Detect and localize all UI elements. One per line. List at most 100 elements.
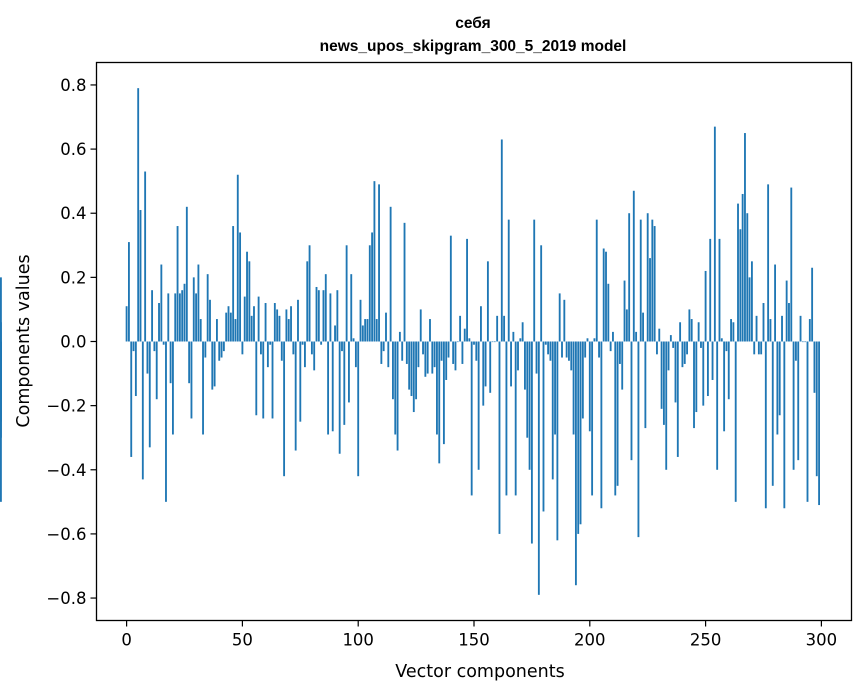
- bar: [401, 341, 404, 361]
- bar: [581, 341, 584, 419]
- bar: [628, 213, 631, 342]
- bar: [192, 277, 195, 342]
- bar: [533, 219, 536, 342]
- bar: [797, 341, 800, 461]
- bar: [681, 341, 684, 368]
- bar: [243, 296, 246, 342]
- bar: [658, 328, 661, 342]
- bar: [266, 341, 269, 368]
- bar: [225, 312, 228, 342]
- bar: [262, 341, 265, 419]
- bar: [519, 338, 522, 342]
- bar: [246, 251, 248, 342]
- bar: [278, 315, 281, 342]
- bar: [496, 315, 499, 342]
- bar: [642, 312, 644, 342]
- bar: [584, 341, 587, 358]
- bar: [382, 341, 385, 352]
- bar: [280, 341, 283, 361]
- bar: [693, 341, 695, 429]
- bar: [725, 341, 728, 352]
- bar: [290, 306, 292, 342]
- bar: [364, 319, 367, 342]
- bar: [574, 341, 577, 586]
- bar: [605, 251, 607, 342]
- bar: [686, 341, 688, 355]
- bar: [216, 319, 218, 342]
- bar: [375, 319, 378, 342]
- bar: [146, 341, 149, 374]
- bar: [572, 341, 575, 435]
- bar: [415, 341, 418, 400]
- bar: [709, 238, 712, 342]
- bar: [704, 270, 707, 342]
- bar: [366, 319, 369, 342]
- bar: [551, 341, 554, 480]
- bar: [447, 341, 450, 358]
- bar: [781, 315, 783, 342]
- bar: [498, 341, 501, 534]
- bar: [665, 341, 668, 470]
- bar: [463, 328, 466, 342]
- bar: [137, 88, 140, 342]
- bar: [700, 341, 702, 348]
- bar: [341, 341, 343, 352]
- bar: [181, 290, 184, 342]
- bar: [493, 341, 496, 343]
- chart-title: себя: [455, 15, 490, 32]
- bar: [542, 341, 545, 512]
- bar: [345, 245, 348, 342]
- bar: [283, 341, 286, 477]
- bar: [679, 322, 682, 342]
- bar: [473, 341, 475, 345]
- bar: [357, 341, 360, 477]
- bar: [512, 331, 515, 342]
- bar: [387, 341, 390, 368]
- x-axis-ticks: 0 50 100 150 200 250 300: [121, 620, 837, 650]
- bar: [764, 341, 767, 509]
- bar: [220, 341, 223, 358]
- bar: [813, 341, 816, 393]
- bar: [598, 341, 600, 358]
- bar: [417, 341, 420, 368]
- bar: [248, 261, 251, 342]
- bar: [475, 341, 478, 361]
- bar: [334, 325, 336, 342]
- bar: [484, 341, 487, 387]
- bar: [445, 341, 448, 380]
- bar: [568, 341, 570, 361]
- bar: [616, 341, 619, 486]
- bar: [459, 315, 462, 342]
- bar: [183, 283, 186, 342]
- bar: [461, 341, 464, 364]
- bar: [144, 171, 147, 342]
- bar: [429, 319, 431, 342]
- bar: [433, 341, 436, 368]
- bar: [0, 341, 2, 502]
- bar: [818, 341, 820, 506]
- bar: [348, 341, 350, 403]
- bar: [618, 341, 621, 364]
- bar: [690, 319, 693, 342]
- bar: [556, 341, 559, 541]
- bar: [287, 319, 290, 342]
- bar: [0, 277, 2, 342]
- bar: [322, 290, 325, 342]
- bar: [320, 341, 323, 345]
- bar: [338, 341, 341, 454]
- bar: [595, 219, 598, 342]
- bar: [614, 341, 617, 496]
- y-tick-label: 0.6: [60, 140, 86, 159]
- bar: [257, 296, 260, 342]
- bar: [260, 341, 262, 355]
- bar: [155, 341, 158, 400]
- bar: [649, 258, 651, 342]
- y-tick-label: −0.8: [46, 589, 86, 608]
- bar: [748, 277, 751, 342]
- bar: [776, 341, 779, 435]
- bar: [276, 309, 279, 342]
- bar: [185, 206, 188, 342]
- y-tick-label: 0.4: [60, 204, 86, 223]
- bar: [202, 341, 204, 435]
